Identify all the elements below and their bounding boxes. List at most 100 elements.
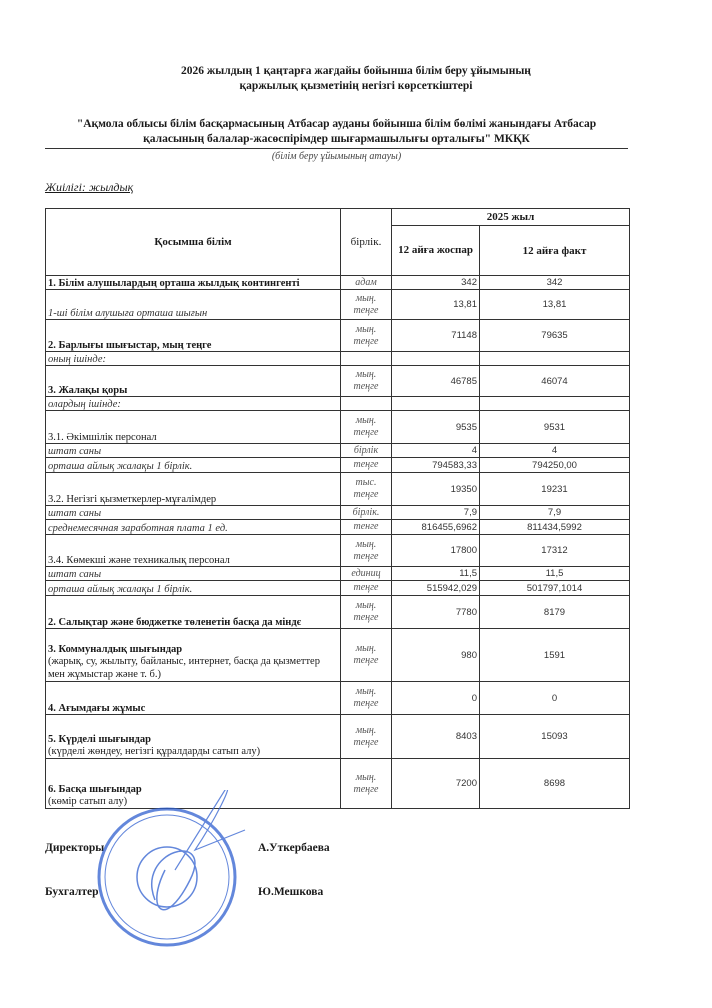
org-line2: қаласының балалар-жасөспірімдер шығармаш… bbox=[143, 133, 530, 145]
header-name: Қосымша білім bbox=[45, 208, 341, 276]
row-unit: мың. теңге bbox=[340, 289, 392, 320]
table-row: 3. Жалақы қоры мың. теңге 46785 46074 bbox=[45, 365, 630, 397]
row-fact-value: 15093 bbox=[479, 714, 630, 759]
row-plan-value: 816455,6962 bbox=[391, 519, 480, 535]
row-unit: теңге bbox=[340, 457, 392, 473]
table-row: 1. Білім алушылардың орташа жылдық конти… bbox=[45, 275, 630, 290]
row-unit: мың. теңге bbox=[340, 410, 392, 444]
row-unit: мың. теңге bbox=[340, 365, 392, 397]
row-fact-value: 501797,1014 bbox=[479, 580, 630, 596]
row-plan-value: 0 bbox=[391, 681, 480, 715]
row-fact-value: 17312 bbox=[479, 534, 630, 567]
table-row: орташа айлық жалақы 1 бірлік. теңге 794583… bbox=[45, 457, 630, 473]
row-label: орташа айлық жалақы 1 бірлік. bbox=[45, 457, 341, 473]
row-plan-value: 980 bbox=[391, 628, 480, 682]
row-fact-value: 794250,00 bbox=[479, 457, 630, 473]
row-fact-value: 13,81 bbox=[479, 289, 630, 320]
doc-title-line2: қаржылық қызметінің негізгі көрсеткіштер… bbox=[239, 80, 473, 92]
row-label: среднемесячная заработная плата 1 ед. bbox=[45, 519, 341, 535]
table-row: 3.4. Көмекші және техникалық персонал мың… bbox=[45, 534, 630, 567]
table-row: оның ішінде: bbox=[45, 351, 630, 366]
row-fact-value: 46074 bbox=[479, 365, 630, 397]
header-year: 2025 жыл bbox=[391, 208, 630, 226]
row-fact-value: 1591 bbox=[479, 628, 630, 682]
official-stamp bbox=[97, 790, 246, 947]
row-plan-value bbox=[391, 396, 480, 411]
row-fact-value: 9531 bbox=[479, 410, 630, 444]
row-unit: мың. теңге bbox=[340, 714, 392, 759]
row-label: 3.4. Көмекші және техникалық персонал bbox=[45, 534, 341, 567]
org-line1: "Ақмола облысы білім басқармасының Атбас… bbox=[76, 118, 597, 130]
row-plan-value: 515942,029 bbox=[391, 580, 480, 596]
row-fact-value: 342 bbox=[479, 275, 630, 290]
table-row: 6. Басқа шығындар (көмір сатып алу) мың. т… bbox=[45, 758, 630, 809]
indicators-table: Қосымша білім бірлік. 2025 жыл 12 айға ж… bbox=[45, 208, 630, 809]
row-label: 3. Коммуналдық шығындар (жарық, су, жылыт… bbox=[45, 628, 341, 682]
row-label: 2. Барлығы шығыстар, мың теңге bbox=[45, 319, 341, 352]
table-row: 3.2. Негізгі қызметкерлер-мұғалімдер тыс.… bbox=[45, 472, 630, 506]
header-plan: 12 айға жоспар bbox=[391, 225, 480, 276]
row-plan-value: 7200 bbox=[391, 758, 480, 809]
row-label: 3.1. Әкімшілік персонал bbox=[45, 410, 341, 444]
table-row: 3. Коммуналдық шығындар (жарық, су, жылыт… bbox=[45, 628, 630, 682]
row-plan-value: 8403 bbox=[391, 714, 480, 759]
row-sublabel: (жарық, су, жылыту, байланыс, интернет, … bbox=[48, 656, 320, 680]
row-label: штат саны bbox=[45, 443, 341, 458]
stamp-outer-ring bbox=[97, 807, 237, 947]
table-row: 3.1. Әкімшілік персонал мың. теңге 9535 953… bbox=[45, 410, 630, 444]
row-label: 3.2. Негізгі қызметкерлер-мұғалімдер bbox=[45, 472, 341, 506]
row-plan-value: 9535 bbox=[391, 410, 480, 444]
table-row: среднемесячная заработная плата 1 ед. тен… bbox=[45, 519, 630, 535]
row-label: 1. Білім алушылардың орташа жылдық конти… bbox=[45, 275, 341, 290]
row-unit: мың. теңге bbox=[340, 319, 392, 352]
table-row: 4. Ағымдағы жұмыс мың. теңге 0 0 bbox=[45, 681, 630, 715]
table-row: 5. Күрделі шығындар (күрделі жөндеу, негі… bbox=[45, 714, 630, 759]
row-plan-value: 11,5 bbox=[391, 566, 480, 581]
signature-stroke bbox=[174, 790, 246, 871]
row-plan-value: 794583,33 bbox=[391, 457, 480, 473]
organization-name: "Ақмола облысы білім басқармасының Атбас… bbox=[45, 117, 628, 149]
row-fact-value: 8698 bbox=[479, 758, 630, 809]
row-label: 2. Салықтар және бюджетке төленетін басқ… bbox=[45, 595, 341, 629]
row-label: орташа айлық жалақы 1 бірлік. bbox=[45, 580, 341, 596]
row-unit: мың. теңге bbox=[340, 758, 392, 809]
table-row: 2. Салықтар және бюджетке төленетін басқ… bbox=[45, 595, 630, 629]
row-fact-value: 4 bbox=[479, 443, 630, 458]
row-label: штат саны bbox=[45, 505, 341, 520]
row-label: 3. Жалақы қоры bbox=[45, 365, 341, 397]
row-plan-value: 342 bbox=[391, 275, 480, 290]
stamp-emblem bbox=[136, 846, 198, 908]
row-unit: мың. теңге bbox=[340, 534, 392, 567]
row-label: штат саны bbox=[45, 566, 341, 581]
row-sublabel: (көмір сатып алу) bbox=[48, 796, 128, 807]
row-plan-value: 46785 bbox=[391, 365, 480, 397]
row-unit: мың. теңге bbox=[340, 628, 392, 682]
row-label: оның ішінде: bbox=[45, 351, 341, 366]
table-row: олардың ішінде: bbox=[45, 396, 630, 411]
row-unit: бірлік bbox=[340, 443, 392, 458]
row-plan-value: 7,9 bbox=[391, 505, 480, 520]
row-unit: тыс. теңге bbox=[340, 472, 392, 506]
row-plan-value: 4 bbox=[391, 443, 480, 458]
row-fact-value: 8179 bbox=[479, 595, 630, 629]
row-fact-value bbox=[479, 396, 630, 411]
row-plan-value bbox=[391, 351, 480, 366]
director-name: А.Уткербаева bbox=[258, 842, 330, 854]
director-label: Директоры bbox=[45, 842, 105, 854]
doc-title-line1: 2026 жылдың 1 қаңтарға жағдайы бойынша б… bbox=[181, 65, 531, 77]
row-label: 6. Басқа шығындар (көмір сатып алу) bbox=[45, 758, 341, 809]
row-label: 1-ші білім алушыға орташа шығын bbox=[45, 289, 341, 320]
table-row: штат саны бірлік 4 4 bbox=[45, 443, 630, 458]
org-caption: (білім беру ұйымының атауы) bbox=[271, 151, 402, 162]
row-unit: мың. теңге bbox=[340, 681, 392, 715]
row-fact-value: 811434,5992 bbox=[479, 519, 630, 535]
row-unit bbox=[340, 351, 392, 366]
row-unit: мың. теңге bbox=[340, 595, 392, 629]
row-unit: адам bbox=[340, 275, 392, 290]
row-plan-value: 19350 bbox=[391, 472, 480, 506]
table-body: 1. Білім алушылардың орташа жылдық конти… bbox=[45, 275, 630, 809]
row-fact-value: 7,9 bbox=[479, 505, 630, 520]
row-fact-value: 0 bbox=[479, 681, 630, 715]
row-unit: тенге bbox=[340, 519, 392, 535]
table-row: 2. Барлығы шығыстар, мың теңге мың. теңге… bbox=[45, 319, 630, 352]
